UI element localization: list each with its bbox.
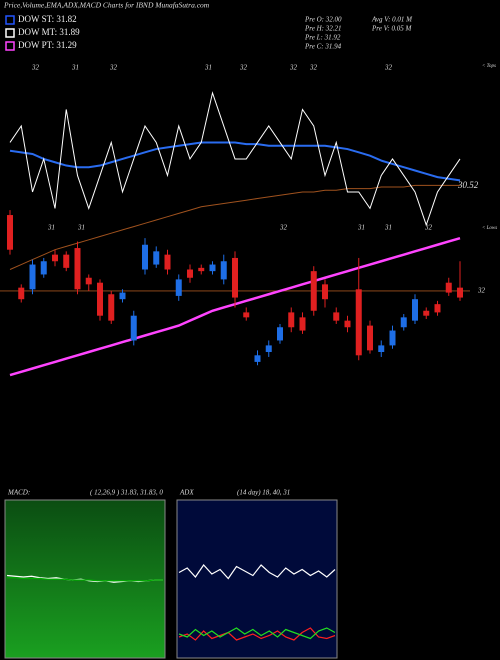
candle-body [333, 312, 340, 321]
candle-body [445, 282, 452, 293]
stat-label: Pre V: 0.05 M [371, 25, 412, 33]
right-label: < Tops [482, 64, 496, 69]
candle-body [175, 279, 182, 296]
candle-body [220, 261, 227, 280]
adx-params: (14 day) 18, 40, 31 [237, 489, 290, 497]
candle-body [85, 277, 92, 285]
top-label: 32 [309, 64, 318, 72]
ema-line [9, 141, 461, 182]
candle-body [310, 271, 317, 311]
top-label: 32 [109, 64, 118, 72]
indicator-line [178, 627, 336, 641]
legend-swatch [5, 28, 15, 38]
mid-label: 31 [77, 224, 85, 232]
last-label: 30.52 [457, 180, 479, 190]
candle-body [400, 317, 407, 328]
candle-body [198, 267, 205, 272]
top-label: 32 [289, 64, 298, 72]
candle-body [243, 312, 250, 318]
chart-title: Price,Volume,EMA,ADX,MACD Charts for IBN… [3, 1, 210, 10]
candle-body [52, 254, 58, 262]
candle-body [254, 355, 261, 362]
candle-body [288, 312, 295, 328]
macd-title: MACD: [7, 489, 30, 497]
candle-body [378, 345, 385, 352]
stat-label: Pre O: 32.00 [304, 16, 342, 24]
candle-body [63, 254, 70, 268]
legend-swatch [5, 41, 15, 51]
top-label: 32 [384, 64, 393, 72]
macd-params: ( 12,26,9 ) 31.83, 31.83, 0 [90, 489, 163, 497]
candle-body [153, 251, 160, 265]
candle-body [108, 294, 115, 321]
top-label: 32 [239, 64, 248, 72]
right-label: < Lows [482, 226, 497, 231]
candle-body [389, 330, 396, 346]
candle-body [40, 261, 47, 275]
adx-title: ADX [179, 489, 194, 497]
top-label: 32 [31, 64, 40, 72]
ema-line [9, 184, 460, 270]
candle-body [74, 248, 81, 290]
stat-label: Pre C: 31.94 [304, 43, 342, 51]
candle-body [7, 215, 13, 250]
candle-body [130, 315, 137, 341]
candle-body [355, 289, 362, 356]
indicator-line [178, 627, 336, 640]
candle-body [457, 287, 463, 298]
candle-body [277, 327, 283, 341]
mid-label: 31 [384, 224, 392, 232]
candle-body [344, 320, 351, 328]
candle-body [265, 345, 272, 352]
candle-body [97, 282, 103, 316]
candle-body [164, 254, 171, 270]
candle-body [29, 264, 36, 290]
stat-label: Pre H: 32.21 [304, 25, 341, 33]
candle-body [299, 317, 306, 331]
candle-body [434, 304, 441, 313]
mid-label: 32 [279, 224, 288, 232]
legend-label: DOW MT: 31.89 [18, 27, 80, 37]
candle-body [322, 284, 328, 300]
legend-label: DOW ST: 31.82 [18, 14, 77, 24]
top-label: 31 [204, 64, 212, 72]
candle-body [232, 257, 238, 298]
stat-label: Avg V: 0.01 M [371, 16, 413, 24]
mid-label: 32 [424, 224, 433, 232]
indicator-line [7, 577, 163, 582]
y-tick-label: 32 [477, 287, 486, 295]
candle-body [18, 287, 25, 300]
candle-body [187, 269, 193, 278]
mid-label: 31 [357, 224, 365, 232]
mid-label: 31 [47, 224, 55, 232]
candle-body [412, 299, 418, 321]
candle-body [423, 310, 430, 316]
candle-body [142, 244, 148, 270]
stat-label: Pre L: 31.92 [304, 34, 341, 42]
ema-line [9, 91, 461, 227]
candle-body [119, 292, 126, 300]
legend-swatch [5, 15, 15, 25]
indicator-line [178, 564, 336, 580]
top-label: 31 [71, 64, 79, 72]
legend-label: DOW PT: 31.29 [18, 40, 77, 50]
candle-body [209, 264, 216, 272]
candle-body [367, 325, 373, 351]
